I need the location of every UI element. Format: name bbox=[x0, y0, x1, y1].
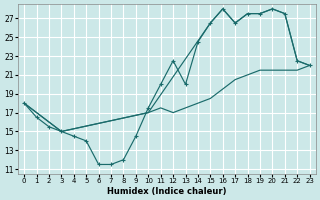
X-axis label: Humidex (Indice chaleur): Humidex (Indice chaleur) bbox=[107, 187, 227, 196]
